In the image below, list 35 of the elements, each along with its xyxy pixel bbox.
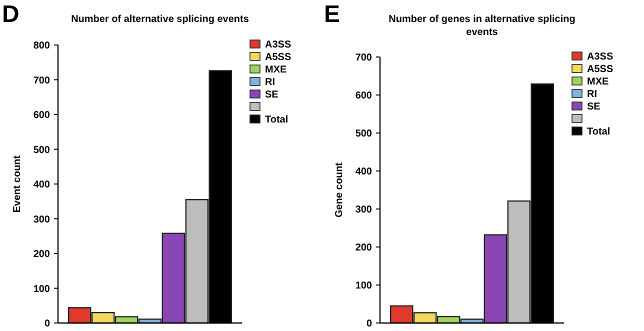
legend-label: RI <box>265 77 276 88</box>
y-tick-label: 700 <box>355 52 372 64</box>
y-tick-label: 500 <box>355 128 372 140</box>
y-tick-label: 400 <box>33 180 50 190</box>
y-tick-label: 400 <box>355 166 372 178</box>
text: E <box>324 1 340 28</box>
legend-label: MXE <box>587 76 609 88</box>
y-tick-label: 300 <box>33 214 50 226</box>
chart-title: Number of alternative splicing events <box>71 14 250 25</box>
legend-label: Total <box>265 114 288 126</box>
legend-label: A5SS <box>587 64 614 75</box>
y-axis-title: Event count <box>12 154 23 213</box>
legend-label: SE <box>587 102 601 112</box>
y-tick-label: 600 <box>33 110 50 121</box>
legend-label: A3SS <box>587 52 614 62</box>
legend-label: RI <box>587 89 598 100</box>
y-tick-label: 100 <box>355 280 372 292</box>
legend-label: SE <box>265 90 279 100</box>
legend-label: Total <box>587 126 610 138</box>
y-tick-label: 600 <box>355 90 372 102</box>
y-tick-label: 300 <box>355 204 372 216</box>
legend-label: A5SS <box>265 52 292 63</box>
y-tick-label: 500 <box>33 144 50 156</box>
y-tick-label: 200 <box>33 249 50 260</box>
y-tick-label: 0 <box>366 318 372 330</box>
y-tick-label: 800 <box>33 40 50 52</box>
legend-label: A3SS <box>265 40 292 50</box>
chart-title: Number of genes in alternative splicing events <box>388 14 576 38</box>
text: D <box>2 1 20 28</box>
y-tick-label: 100 <box>33 284 50 295</box>
y-tick-label: 700 <box>33 75 50 86</box>
legend-label: MXE <box>265 64 287 76</box>
y-tick-label: 200 <box>355 242 372 254</box>
y-axis-title: Gene count <box>334 162 345 218</box>
y-tick-label: 0 <box>44 318 50 330</box>
